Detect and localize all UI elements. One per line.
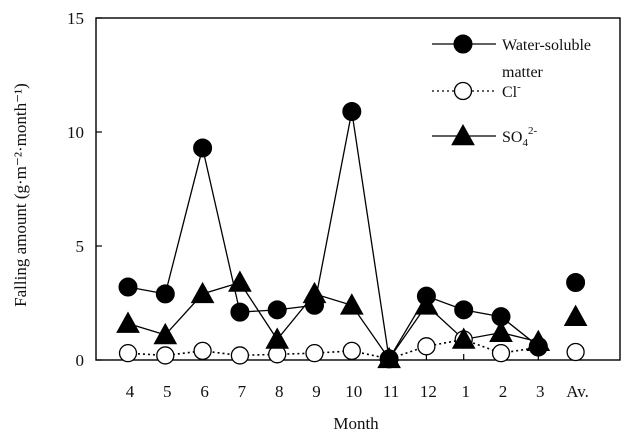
x-tick-label: 7 xyxy=(238,382,247,401)
chloride-point xyxy=(342,341,361,361)
x-tick-label: 9 xyxy=(312,382,321,401)
chloride-point xyxy=(491,344,511,363)
x-tick-label: 10 xyxy=(345,382,362,401)
x-tick-label: 2 xyxy=(499,382,508,401)
water-soluble-line xyxy=(127,111,539,361)
legend-chloride-label: Cl- xyxy=(502,81,521,101)
legend-water-soluble-label-line2: matter xyxy=(502,64,544,81)
x-tick-label: 1 xyxy=(461,382,470,401)
sulfate-point xyxy=(489,320,513,342)
water-soluble-point xyxy=(454,300,474,320)
chloride-point xyxy=(230,346,250,365)
water-soluble-point xyxy=(305,295,324,315)
x-tick-label: Av. xyxy=(566,382,589,401)
x-axis-title: Month xyxy=(333,414,379,433)
water-soluble-point xyxy=(342,101,362,121)
x-tick-label: 11 xyxy=(383,382,399,401)
sulfate-point xyxy=(451,327,476,349)
y-tick-label: 10 xyxy=(67,123,84,142)
sulfate-point xyxy=(190,281,215,304)
water-soluble-point xyxy=(230,302,250,322)
legend-water-soluble-marker xyxy=(453,34,473,54)
sulfate-point xyxy=(228,270,252,292)
water-soluble-point xyxy=(267,300,287,320)
sulfate-point xyxy=(116,311,140,333)
water-soluble-point xyxy=(155,284,175,304)
chloride-point xyxy=(305,344,324,363)
legend-chloride-marker xyxy=(453,81,473,101)
y-tick-label: 15 xyxy=(67,9,84,28)
chloride-point xyxy=(417,337,436,356)
chloride-point xyxy=(566,342,585,362)
plot-frame xyxy=(95,17,621,361)
water-soluble-point xyxy=(118,277,138,297)
axes xyxy=(95,17,621,361)
x-tick-label: 5 xyxy=(163,382,172,401)
water-soluble-point xyxy=(193,138,213,158)
chloride-point xyxy=(193,341,212,361)
chloride-point xyxy=(156,346,175,365)
x-tick-label: 12 xyxy=(420,382,437,401)
chloride-line xyxy=(127,338,539,360)
x-tick-label: 4 xyxy=(126,382,135,401)
legend-sulfate-marker xyxy=(451,123,475,146)
y-tick-label: 0 xyxy=(76,351,85,370)
water-soluble-point xyxy=(379,349,399,369)
y-axis-title: Falling amount (g·m⁻²·month⁻¹) xyxy=(11,83,30,307)
x-tick-label: 8 xyxy=(275,382,284,401)
legend-water-soluble-label: Water-soluble xyxy=(502,37,591,54)
water-soluble-point xyxy=(528,336,548,356)
sulfate-point xyxy=(563,304,588,326)
x-tick-label: 3 xyxy=(536,382,545,401)
series xyxy=(116,101,588,369)
x-tick-label: 6 xyxy=(200,382,209,401)
water-soluble-point xyxy=(416,286,436,306)
sulfate-point xyxy=(153,322,178,345)
water-soluble-point xyxy=(566,272,586,292)
chloride-point xyxy=(118,344,138,363)
sulfate-point xyxy=(265,327,290,349)
legend-sulfate-label: SO42- xyxy=(502,125,537,149)
sulfate-point xyxy=(339,293,364,315)
sulfate-line xyxy=(127,281,539,360)
water-soluble-point xyxy=(491,307,511,327)
y-tick-label: 5 xyxy=(76,237,85,256)
